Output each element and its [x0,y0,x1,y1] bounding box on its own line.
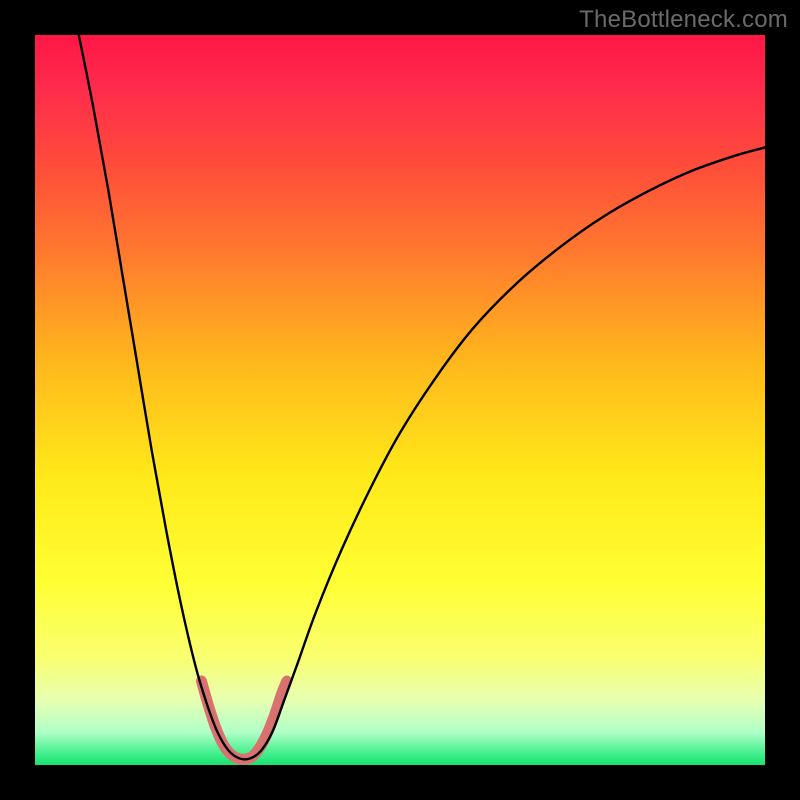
chart-stage: TheBottleneck.com [0,0,800,800]
chart-svg [0,0,800,800]
gradient-background [35,35,765,765]
